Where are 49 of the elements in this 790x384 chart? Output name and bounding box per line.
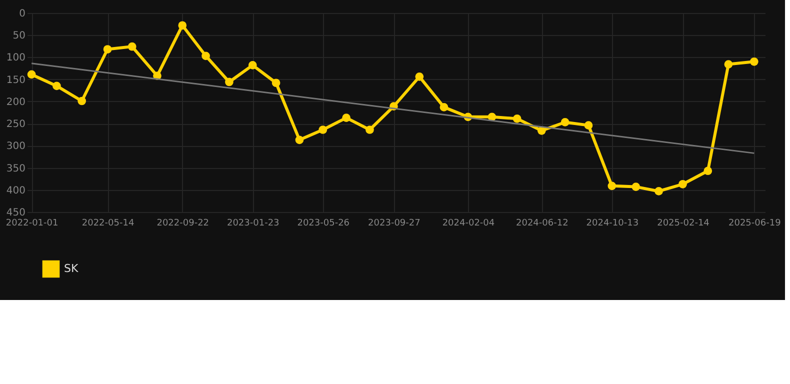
- point: [202, 52, 210, 60]
- y-tick-label: 250: [6, 119, 26, 130]
- x-tick-label: 2023-05-26: [297, 218, 350, 228]
- point: [248, 61, 257, 70]
- x-tick-label: 2023-09-27: [368, 218, 420, 228]
- x-tick-label: 2022-09-22: [156, 218, 210, 228]
- y-tick-label: 50: [12, 30, 26, 42]
- x-tick-label: 2024-10-13: [586, 218, 639, 228]
- y-tick-label: 450: [6, 208, 26, 218]
- point: [724, 60, 733, 68]
- point: [632, 182, 640, 191]
- point: [295, 136, 304, 144]
- x-tick-label: 2024-06-12: [516, 218, 568, 228]
- point: [512, 114, 522, 123]
- point: [560, 118, 570, 126]
- point: [704, 166, 712, 176]
- point: [128, 42, 136, 51]
- x-tick-label: 2023-01-23: [226, 218, 280, 228]
- point: [608, 182, 616, 190]
- y-tick-label: 350: [6, 163, 26, 174]
- legend-label: SK: [64, 262, 79, 275]
- point: [78, 96, 86, 106]
- point: [366, 126, 374, 134]
- point: [342, 114, 350, 122]
- y-tick-label: 400: [6, 185, 26, 196]
- point: [584, 121, 593, 130]
- y-tick-label: 200: [6, 96, 26, 108]
- x-tick-label: 2025-06-19: [728, 218, 782, 228]
- point: [103, 45, 112, 54]
- y-tick-label: 300: [6, 141, 26, 152]
- point: [27, 70, 36, 79]
- point: [318, 126, 328, 134]
- point: [272, 78, 280, 88]
- x-tick-label: 2024-02-04: [442, 218, 495, 228]
- point: [440, 103, 448, 112]
- point: [225, 78, 234, 86]
- y-tick-label: 150: [6, 74, 26, 86]
- point: [415, 72, 424, 81]
- x-tick-label: 2022-05-14: [82, 218, 134, 228]
- point: [537, 126, 546, 135]
- point: [52, 82, 61, 90]
- x-tick-label: 2022-01-01: [6, 218, 58, 228]
- x-tick-label: 2025-02-14: [657, 218, 710, 228]
- point: [750, 57, 758, 66]
- point: [178, 21, 187, 30]
- y-tick-label: 0: [19, 8, 26, 20]
- point: [678, 180, 687, 188]
- point: [654, 187, 663, 196]
- y-tick-label: 100: [6, 52, 26, 64]
